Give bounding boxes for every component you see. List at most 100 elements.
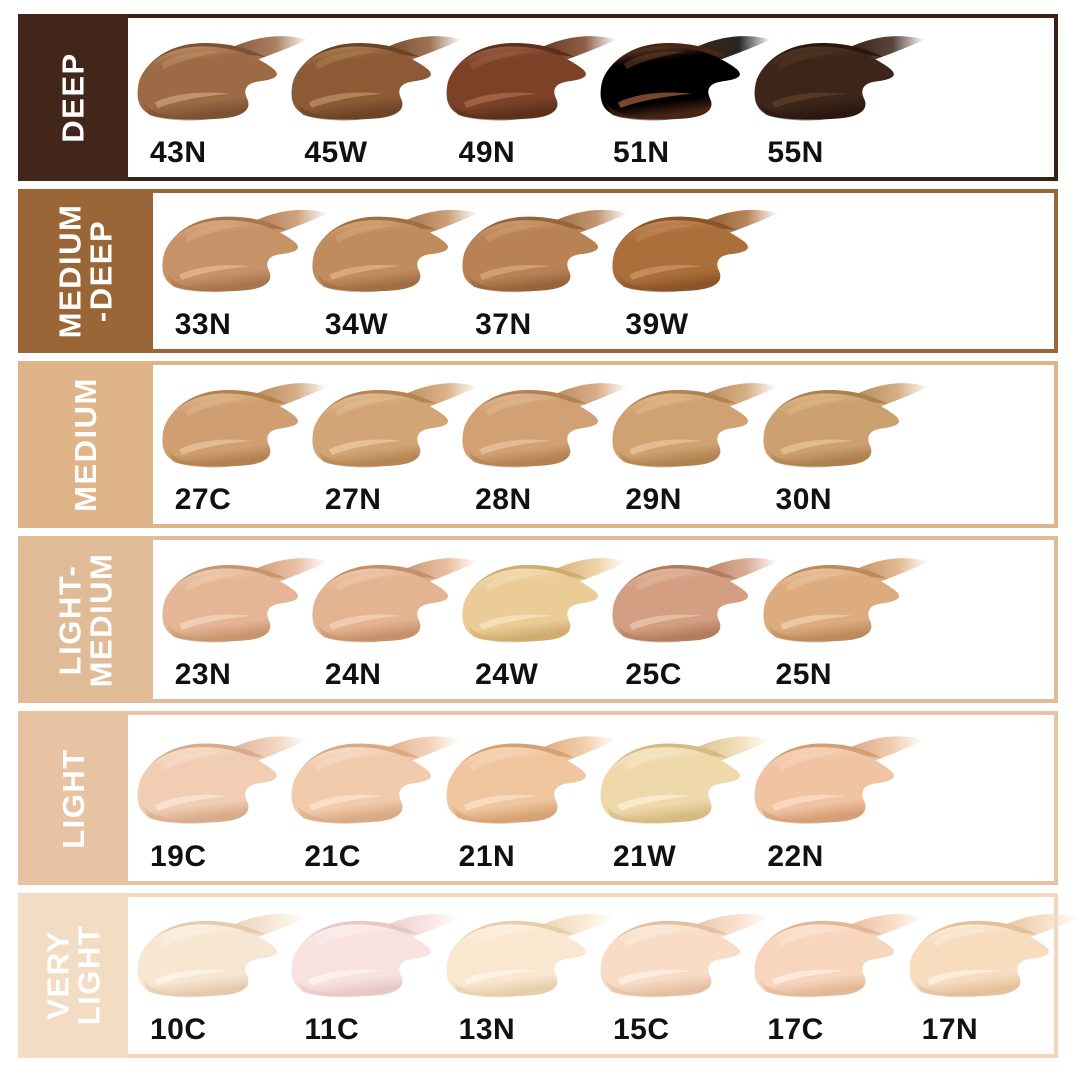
shade-code: 19C [150,839,207,873]
swatch-smear [612,210,779,293]
swatch-smear [909,914,1080,998]
swatch-cell[interactable]: 21C [282,715,463,880]
swatch-smear-wrap [441,29,623,134]
swatch-smear [137,36,309,121]
category-block: LIGHT [18,711,128,885]
swatch-smear [600,36,772,121]
swatch-smear-wrap [904,907,1080,1011]
category-label-line1: VERY [40,930,75,1020]
swatch-cell[interactable]: 37N [453,193,629,348]
shade-code: 11C [304,1012,360,1046]
category-label: MEDIUM [67,377,103,512]
shade-row-light-medium: LIGHT- MEDIUM 23N 24N 24W 25C 25N [18,536,1058,704]
shade-code: 33N [174,307,232,341]
shade-code: 27N [324,483,382,517]
shade-code: 23N [174,658,232,692]
swatch-cell[interactable]: 17N [900,897,1080,1054]
swatch-cell[interactable]: 17C [745,897,926,1054]
swatch-smear [462,558,629,643]
swatch-cell[interactable]: 23N [153,540,329,699]
swatch-smear [754,914,926,998]
category-block: VERY LIGHT [18,892,128,1058]
shade-code: 49N [458,136,516,170]
swatch-cell[interactable]: 19C [128,715,309,880]
shade-code: 21N [458,839,516,873]
swatch-smear-wrap [307,551,484,656]
shade-code: 24N [324,658,382,692]
category-label: LIGHT- MEDIUM [52,552,119,688]
swatch-smear [312,558,479,643]
swatch-smear [137,735,309,824]
category-label: LIGHT [56,748,91,849]
swatch-cell[interactable]: 25N [754,540,929,699]
swatch-smear-wrap [132,729,314,838]
swatch-cell[interactable]: 25C [603,540,779,699]
shade-code: 43N [150,136,207,170]
swatch-cell[interactable]: 11C [282,897,463,1054]
category-block: MEDIUM -DEEP [18,189,153,353]
swatch-smear [762,383,929,468]
swatch-cell[interactable]: 24W [453,540,629,699]
shade-row-medium-deep: MEDIUM -DEEP 33N 34W 37N 39W [18,189,1058,353]
shade-code: 39W [625,307,689,341]
shade-code: 30N [775,483,833,517]
swatch-panel: 10C 11C 13N 15C 17C 17N [128,892,1080,1058]
category-label-line1: DEEP [55,52,91,143]
swatch-smear [446,914,617,998]
swatch-cell[interactable]: 39W [603,193,779,348]
swatch-smear [162,383,329,468]
swatch-smear [291,735,463,824]
swatch-cell[interactable]: 49N [437,18,617,177]
swatch-smear-wrap [457,551,634,656]
shade-code: 13N [458,1012,516,1046]
swatch-cell[interactable]: 22N [745,715,926,880]
swatch-smear-wrap [607,551,784,656]
swatch-smear-wrap [307,203,484,306]
swatch-cell[interactable]: 24N [303,540,479,699]
swatch-smear [762,558,929,643]
shade-row-deep: DEEP 43N 45W 49N 51N 55N [18,14,1058,182]
swatch-smear-wrap [132,29,314,134]
category-label-line1: MEDIUM [67,377,103,512]
swatch-cell[interactable]: 30N [754,365,929,524]
swatch-smear-wrap [607,376,784,481]
swatch-smear-wrap [749,907,931,1011]
swatch-panel: 43N 45W 49N 51N 55N [128,14,1058,182]
swatch-smear [462,383,629,468]
shade-code: 21C [304,839,361,873]
swatch-smear [754,735,926,824]
swatch-cell[interactable]: 34W [303,193,479,348]
swatch-cell[interactable]: 21W [591,715,772,880]
swatch-cell[interactable]: 43N [128,18,309,177]
swatch-cell[interactable]: 45W [282,18,463,177]
swatch-cell[interactable]: 27C [153,365,329,524]
swatch-cell[interactable]: 28N [453,365,629,524]
swatch-smear-wrap [595,729,777,838]
swatch-smear [137,914,309,998]
category-block: DEEP [18,14,128,182]
shade-code: 17N [921,1012,979,1046]
swatch-smear-wrap [595,907,777,1011]
swatch-cell[interactable]: 15C [591,897,772,1054]
swatch-smear [291,36,463,121]
swatch-cell[interactable]: 55N [745,18,926,177]
shade-code: 55N [767,136,824,170]
swatch-smear-wrap [286,729,468,838]
swatch-cell[interactable]: 13N [437,897,617,1054]
swatch-smear [446,36,617,121]
swatch-cell[interactable]: 10C [128,897,309,1054]
swatch-cell[interactable]: 27N [303,365,479,524]
category-label-line2: MEDIUM [83,552,119,688]
swatch-cell[interactable]: 33N [153,193,329,348]
swatch-smear-wrap [457,203,634,306]
category-block: MEDIUM [18,360,153,529]
swatch-cell[interactable]: 21N [437,715,617,880]
swatch-cell[interactable]: 29N [603,365,779,524]
swatch-smear [162,210,329,293]
swatch-smear-wrap [758,376,935,481]
swatch-smear [312,210,479,293]
shade-code: 17C [767,1012,824,1046]
swatch-smear-wrap [307,376,484,481]
swatch-cell[interactable]: 51N [591,18,772,177]
